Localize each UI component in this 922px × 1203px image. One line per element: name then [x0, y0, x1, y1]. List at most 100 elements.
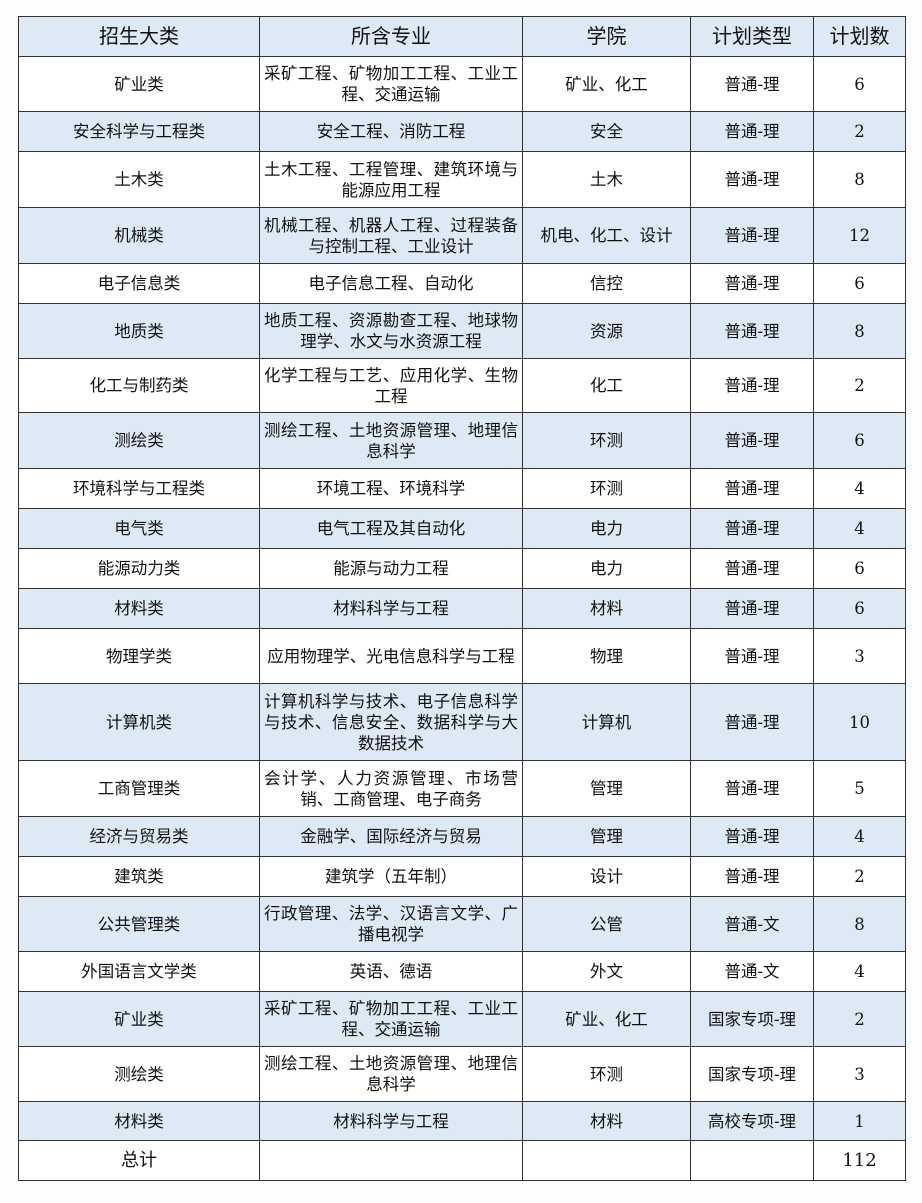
cell-plan-count: 4: [813, 508, 906, 549]
cell-category: 测绘类: [18, 412, 260, 469]
cell-college: 信控: [522, 263, 691, 304]
cell-college: 计算机: [522, 683, 691, 761]
cell-majors: 采矿工程、矿物加工工程、工业工程、交通运输: [259, 991, 523, 1047]
cell-category: 电子信息类: [18, 263, 260, 304]
cell-plan-count: 8: [813, 303, 906, 359]
cell-college: 环测: [522, 468, 691, 509]
cell-plan-type: 普通-理: [690, 856, 814, 897]
cell-category: 建筑类: [18, 856, 260, 897]
cell-plan-type: 普通-文: [690, 896, 814, 952]
cell-plan-count: 6: [813, 56, 906, 112]
enrollment-plan-table: 招生大类 所含专业 学院 计划类型 计划数 矿业类 采矿工程、矿物加工工程、工业工…: [18, 16, 906, 1181]
cell-majors: 材料科学与工程: [259, 588, 523, 629]
cell-category: 材料类: [18, 588, 260, 629]
cell-college: 物理: [522, 628, 691, 684]
table-row: 安全科学与工程类 安全工程、消防工程 安全 普通-理 2: [18, 111, 906, 152]
cell-majors: 采矿工程、矿物加工工程、工业工程、交通运输: [259, 56, 523, 112]
table-row: 外国语言文学类 英语、德语 外文 普通-文 4: [18, 951, 906, 992]
cell-plan-type: 普通-理: [690, 588, 814, 629]
cell-plan-count: 4: [813, 468, 906, 509]
total-empty: [522, 1140, 691, 1181]
table-row: 地质类 地质工程、资源勘查工程、地球物理学、水文与水资源工程 资源 普通-理 8: [18, 303, 906, 359]
cell-majors: 能源与动力工程: [259, 548, 523, 589]
cell-plan-type: 普通-理: [690, 683, 814, 761]
cell-majors: 计算机科学与技术、电子信息科学与技术、信息安全、数据科学与大数据技术: [259, 683, 523, 761]
cell-majors: 测绘工程、土地资源管理、地理信息科学: [259, 412, 523, 469]
cell-majors: 安全工程、消防工程: [259, 111, 523, 152]
cell-category: 环境科学与工程类: [18, 468, 260, 509]
cell-category: 化工与制药类: [18, 358, 260, 413]
table-row: 矿业类 采矿工程、矿物加工工程、工业工程、交通运输 矿业、化工 普通-理 6: [18, 56, 906, 112]
cell-majors: 化学工程与工艺、应用化学、生物工程: [259, 358, 523, 413]
cell-plan-count: 6: [813, 263, 906, 304]
cell-plan-count: 3: [813, 628, 906, 684]
cell-college: 外文: [522, 951, 691, 992]
cell-majors: 会计学、人力资源管理、市场营销、工商管理、电子商务: [259, 760, 523, 817]
cell-college: 安全: [522, 111, 691, 152]
header-category: 招生大类: [18, 16, 260, 57]
cell-plan-type: 普通-理: [690, 628, 814, 684]
cell-plan-count: 4: [813, 816, 906, 857]
cell-category: 工商管理类: [18, 760, 260, 817]
cell-plan-count: 5: [813, 760, 906, 817]
cell-plan-type: 普通-理: [690, 207, 814, 264]
table-row: 材料类 材料科学与工程 材料 普通-理 6: [18, 588, 906, 629]
cell-category: 安全科学与工程类: [18, 111, 260, 152]
table-row: 测绘类 测绘工程、土地资源管理、地理信息科学 环测 普通-理 6: [18, 412, 906, 469]
cell-plan-type: 普通-理: [690, 816, 814, 857]
cell-plan-count: 6: [813, 412, 906, 469]
cell-college: 电力: [522, 548, 691, 589]
cell-majors: 环境工程、环境科学: [259, 468, 523, 509]
cell-college: 机电、化工、设计: [522, 207, 691, 264]
header-majors: 所含专业: [259, 16, 523, 57]
cell-majors: 建筑学（五年制）: [259, 856, 523, 897]
cell-majors: 行政管理、法学、汉语言文学、广播电视学: [259, 896, 523, 952]
table-row: 机械类 机械工程、机器人工程、过程装备与控制工程、工业设计 机电、化工、设计 普通-理…: [18, 207, 906, 264]
cell-category: 经济与贸易类: [18, 816, 260, 857]
cell-category: 能源动力类: [18, 548, 260, 589]
cell-plan-count: 6: [813, 548, 906, 589]
cell-plan-count: 6: [813, 588, 906, 629]
cell-plan-count: 3: [813, 1046, 906, 1102]
cell-majors: 电子信息工程、自动化: [259, 263, 523, 304]
cell-plan-count: 2: [813, 358, 906, 413]
cell-majors: 电气工程及其自动化: [259, 508, 523, 549]
cell-category: 矿业类: [18, 991, 260, 1047]
cell-plan-type: 普通-理: [690, 303, 814, 359]
cell-category: 机械类: [18, 207, 260, 264]
table-row: 土木类 土木工程、工程管理、建筑环境与能源应用工程 土木 普通-理 8: [18, 151, 906, 208]
cell-plan-type: 普通-理: [690, 548, 814, 589]
cell-college: 管理: [522, 816, 691, 857]
cell-plan-type: 普通-理: [690, 111, 814, 152]
cell-college: 电力: [522, 508, 691, 549]
cell-plan-count: 8: [813, 151, 906, 208]
cell-category: 计算机类: [18, 683, 260, 761]
cell-majors: 测绘工程、土地资源管理、地理信息科学: [259, 1046, 523, 1102]
cell-college: 资源: [522, 303, 691, 359]
table-row: 矿业类 采矿工程、矿物加工工程、工业工程、交通运输 矿业、化工 国家专项-理 2: [18, 991, 906, 1047]
cell-plan-type: 普通-理: [690, 760, 814, 817]
cell-majors: 材料科学与工程: [259, 1101, 523, 1141]
table-row: 工商管理类 会计学、人力资源管理、市场营销、工商管理、电子商务 管理 普通-理 5: [18, 760, 906, 817]
total-value: 112: [813, 1140, 906, 1181]
cell-plan-type: 普通-理: [690, 468, 814, 509]
cell-college: 矿业、化工: [522, 991, 691, 1047]
table-row: 公共管理类 行政管理、法学、汉语言文学、广播电视学 公管 普通-文 8: [18, 896, 906, 952]
table-row: 能源动力类 能源与动力工程 电力 普通-理 6: [18, 548, 906, 589]
cell-college: 环测: [522, 412, 691, 469]
header-plan-type: 计划类型: [690, 16, 814, 57]
total-label: 总计: [18, 1140, 260, 1181]
cell-plan-type: 国家专项-理: [690, 1046, 814, 1102]
header-college: 学院: [522, 16, 691, 57]
cell-college: 公管: [522, 896, 691, 952]
cell-category: 电气类: [18, 508, 260, 549]
cell-plan-count: 12: [813, 207, 906, 264]
table-row: 经济与贸易类 金融学、国际经济与贸易 管理 普通-理 4: [18, 816, 906, 857]
cell-category: 测绘类: [18, 1046, 260, 1102]
cell-plan-type: 普通-文: [690, 951, 814, 992]
cell-category: 地质类: [18, 303, 260, 359]
table-row: 物理学类 应用物理学、光电信息科学与工程 物理 普通-理 3: [18, 628, 906, 684]
cell-plan-count: 10: [813, 683, 906, 761]
table-row: 电气类 电气工程及其自动化 电力 普通-理 4: [18, 508, 906, 549]
table-row: 化工与制药类 化学工程与工艺、应用化学、生物工程 化工 普通-理 2: [18, 358, 906, 413]
